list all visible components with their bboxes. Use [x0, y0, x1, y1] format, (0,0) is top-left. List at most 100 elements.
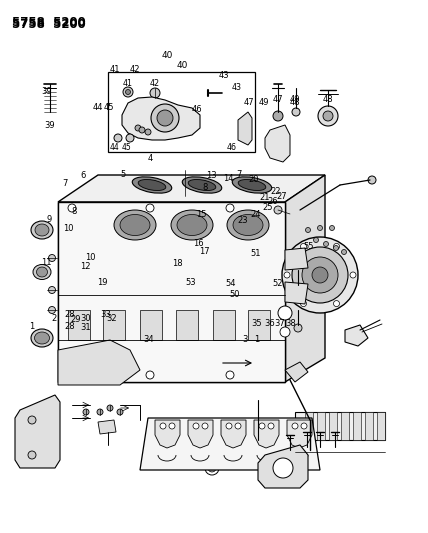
Ellipse shape	[233, 214, 263, 236]
Bar	[140, 310, 162, 340]
Text: 33: 33	[101, 310, 112, 319]
Text: 19: 19	[97, 278, 107, 287]
Text: 16: 16	[193, 239, 203, 248]
Text: 8: 8	[203, 183, 208, 192]
Polygon shape	[260, 445, 288, 465]
Text: 34: 34	[144, 335, 154, 344]
Text: 47: 47	[244, 98, 254, 107]
Circle shape	[273, 458, 293, 478]
Text: 43: 43	[232, 84, 242, 93]
Text: 23: 23	[238, 216, 248, 224]
Circle shape	[278, 306, 292, 320]
Circle shape	[125, 90, 131, 94]
Circle shape	[292, 247, 348, 303]
Ellipse shape	[238, 180, 266, 190]
Bar	[317, 412, 325, 440]
Bar	[295, 412, 385, 440]
Text: 36: 36	[264, 319, 275, 328]
Text: 40: 40	[161, 52, 172, 60]
Circle shape	[269, 453, 279, 463]
Polygon shape	[285, 282, 308, 304]
Circle shape	[302, 257, 338, 293]
Text: 42: 42	[130, 65, 140, 74]
Ellipse shape	[35, 332, 50, 344]
Ellipse shape	[138, 180, 166, 190]
Circle shape	[342, 249, 347, 254]
Text: 12: 12	[80, 262, 91, 271]
Text: 48: 48	[323, 95, 333, 104]
Text: 7: 7	[62, 179, 68, 188]
Circle shape	[157, 110, 173, 126]
Text: 53: 53	[185, 278, 196, 287]
Text: 40: 40	[176, 61, 188, 70]
Text: 43: 43	[219, 71, 229, 80]
Ellipse shape	[33, 264, 51, 279]
Circle shape	[123, 87, 133, 97]
Ellipse shape	[177, 214, 207, 236]
Text: 49: 49	[259, 98, 269, 107]
Text: 30: 30	[80, 314, 91, 322]
Circle shape	[83, 409, 89, 415]
Ellipse shape	[36, 267, 48, 277]
Circle shape	[284, 272, 290, 278]
Text: 15: 15	[196, 211, 206, 219]
Ellipse shape	[227, 210, 269, 240]
Text: 29: 29	[71, 316, 81, 324]
Polygon shape	[58, 175, 325, 202]
Text: 44: 44	[110, 143, 120, 152]
Text: 42: 42	[150, 78, 160, 87]
Text: 32: 32	[106, 314, 116, 322]
Text: 17: 17	[199, 247, 210, 256]
Ellipse shape	[182, 177, 222, 193]
Ellipse shape	[35, 224, 49, 236]
Circle shape	[312, 267, 328, 283]
Circle shape	[268, 423, 274, 429]
Circle shape	[235, 423, 241, 429]
Ellipse shape	[120, 214, 150, 236]
Text: 49: 49	[290, 95, 300, 104]
Circle shape	[151, 104, 179, 132]
Polygon shape	[58, 340, 140, 385]
Text: 31: 31	[80, 324, 91, 332]
Circle shape	[114, 134, 122, 142]
Polygon shape	[238, 112, 252, 145]
Text: 39: 39	[45, 120, 55, 130]
Circle shape	[146, 371, 154, 379]
Bar	[248, 310, 270, 340]
Ellipse shape	[188, 180, 216, 190]
Bar	[377, 412, 385, 440]
Circle shape	[48, 306, 56, 313]
Text: 41: 41	[123, 78, 133, 87]
Text: 6: 6	[80, 172, 85, 180]
Polygon shape	[254, 420, 279, 448]
Text: 10: 10	[86, 254, 96, 262]
Circle shape	[318, 106, 338, 126]
Text: 41: 41	[110, 65, 120, 74]
Text: 4: 4	[148, 154, 153, 163]
Polygon shape	[98, 420, 116, 434]
Bar	[213, 310, 235, 340]
Text: 1: 1	[29, 322, 34, 330]
Polygon shape	[15, 395, 60, 468]
Text: 39: 39	[42, 87, 52, 96]
Bar	[176, 310, 198, 340]
Circle shape	[294, 324, 302, 332]
Circle shape	[107, 405, 113, 411]
Polygon shape	[287, 420, 312, 448]
Polygon shape	[188, 420, 213, 448]
Text: 11: 11	[41, 259, 51, 267]
Text: 45: 45	[104, 103, 114, 112]
Bar	[305, 412, 313, 440]
Bar	[68, 310, 90, 340]
Text: 54: 54	[225, 279, 235, 288]
Circle shape	[333, 301, 339, 306]
Polygon shape	[285, 362, 308, 382]
Polygon shape	[265, 125, 290, 162]
Circle shape	[274, 206, 282, 214]
Ellipse shape	[132, 177, 172, 193]
Text: 28: 28	[65, 322, 75, 330]
Bar	[341, 412, 349, 440]
Circle shape	[368, 176, 376, 184]
Circle shape	[313, 238, 318, 243]
Ellipse shape	[114, 210, 156, 240]
